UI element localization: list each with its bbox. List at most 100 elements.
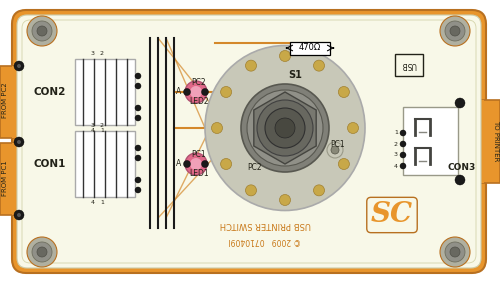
Text: A: A bbox=[176, 87, 181, 97]
Circle shape bbox=[275, 118, 295, 138]
Text: A: A bbox=[176, 160, 181, 168]
FancyBboxPatch shape bbox=[17, 15, 481, 268]
Circle shape bbox=[440, 237, 470, 267]
Text: 3: 3 bbox=[394, 153, 398, 158]
Text: 2: 2 bbox=[394, 142, 398, 147]
Circle shape bbox=[185, 81, 207, 103]
Text: 3: 3 bbox=[91, 123, 95, 128]
Circle shape bbox=[27, 16, 57, 46]
Circle shape bbox=[135, 73, 141, 79]
Text: CON1: CON1 bbox=[34, 159, 66, 169]
Text: PC1: PC1 bbox=[330, 140, 345, 149]
Text: 4: 4 bbox=[91, 200, 95, 205]
Circle shape bbox=[338, 87, 349, 98]
Circle shape bbox=[27, 237, 57, 267]
Circle shape bbox=[445, 21, 465, 41]
Bar bbox=[75, 131, 135, 197]
Text: CON3: CON3 bbox=[448, 164, 476, 173]
Circle shape bbox=[265, 108, 305, 148]
Circle shape bbox=[455, 98, 465, 108]
Circle shape bbox=[135, 105, 141, 111]
Text: 4: 4 bbox=[394, 164, 398, 168]
Circle shape bbox=[32, 242, 52, 262]
Text: 1: 1 bbox=[394, 130, 398, 136]
Circle shape bbox=[135, 145, 141, 151]
Circle shape bbox=[17, 213, 21, 217]
Polygon shape bbox=[254, 92, 316, 164]
Circle shape bbox=[32, 21, 52, 41]
Circle shape bbox=[37, 26, 47, 36]
Circle shape bbox=[280, 50, 290, 61]
Circle shape bbox=[135, 155, 141, 161]
Circle shape bbox=[246, 60, 256, 71]
Circle shape bbox=[327, 142, 343, 158]
Text: 4: 4 bbox=[91, 128, 95, 133]
Text: FROM PC1: FROM PC1 bbox=[2, 160, 8, 196]
Circle shape bbox=[280, 194, 290, 205]
Text: USB PRINTER SWITCH: USB PRINTER SWITCH bbox=[220, 220, 310, 230]
Text: USB: USB bbox=[402, 61, 416, 70]
Circle shape bbox=[400, 152, 406, 158]
Circle shape bbox=[257, 100, 313, 156]
Text: 2: 2 bbox=[100, 123, 104, 128]
Circle shape bbox=[185, 153, 207, 175]
Circle shape bbox=[190, 158, 202, 170]
Bar bbox=[468, 100, 484, 183]
Text: CON2: CON2 bbox=[34, 87, 66, 97]
Text: SC: SC bbox=[371, 201, 413, 228]
Circle shape bbox=[450, 247, 460, 257]
Circle shape bbox=[400, 130, 406, 136]
Bar bbox=[12, 66, 28, 138]
Text: PC2: PC2 bbox=[248, 164, 262, 173]
Text: S1: S1 bbox=[288, 70, 302, 80]
Bar bbox=[75, 59, 135, 125]
Bar bbox=[472, 100, 500, 183]
Bar bbox=[290, 42, 330, 55]
Text: LED2: LED2 bbox=[189, 97, 209, 106]
Circle shape bbox=[450, 26, 460, 36]
Circle shape bbox=[400, 163, 406, 169]
Circle shape bbox=[17, 64, 21, 68]
Circle shape bbox=[135, 83, 141, 89]
Circle shape bbox=[14, 210, 24, 220]
Bar bbox=[12, 143, 28, 215]
Circle shape bbox=[135, 115, 141, 121]
Text: TO PRINTER: TO PRINTER bbox=[493, 120, 499, 162]
Bar bbox=[0, 66, 28, 138]
Bar bbox=[395, 54, 423, 76]
Circle shape bbox=[338, 158, 349, 170]
Text: 2: 2 bbox=[100, 51, 104, 56]
Circle shape bbox=[247, 90, 323, 166]
Circle shape bbox=[184, 89, 190, 95]
Circle shape bbox=[220, 87, 232, 98]
Text: 1: 1 bbox=[100, 200, 104, 205]
Circle shape bbox=[190, 86, 202, 98]
Circle shape bbox=[314, 60, 324, 71]
Text: 470Ω: 470Ω bbox=[299, 44, 321, 53]
Circle shape bbox=[17, 140, 21, 144]
Text: © 2009   0710409l: © 2009 0710409l bbox=[228, 237, 302, 245]
Text: FROM PC2: FROM PC2 bbox=[2, 82, 8, 118]
Circle shape bbox=[135, 177, 141, 183]
Circle shape bbox=[246, 185, 256, 196]
Circle shape bbox=[135, 187, 141, 193]
Circle shape bbox=[202, 160, 208, 168]
Bar bbox=[403, 107, 458, 175]
Circle shape bbox=[37, 247, 47, 257]
Circle shape bbox=[440, 16, 470, 46]
Circle shape bbox=[455, 175, 465, 185]
Circle shape bbox=[220, 158, 232, 170]
Circle shape bbox=[14, 61, 24, 71]
Text: LED1: LED1 bbox=[189, 169, 209, 178]
FancyBboxPatch shape bbox=[12, 10, 486, 273]
Circle shape bbox=[184, 160, 190, 168]
Circle shape bbox=[331, 146, 339, 154]
Circle shape bbox=[212, 123, 222, 134]
Circle shape bbox=[445, 242, 465, 262]
Ellipse shape bbox=[205, 46, 365, 211]
Circle shape bbox=[202, 89, 208, 95]
Bar bbox=[0, 143, 28, 215]
Text: PC2: PC2 bbox=[192, 78, 206, 87]
Circle shape bbox=[14, 137, 24, 147]
Text: 1: 1 bbox=[100, 128, 104, 133]
